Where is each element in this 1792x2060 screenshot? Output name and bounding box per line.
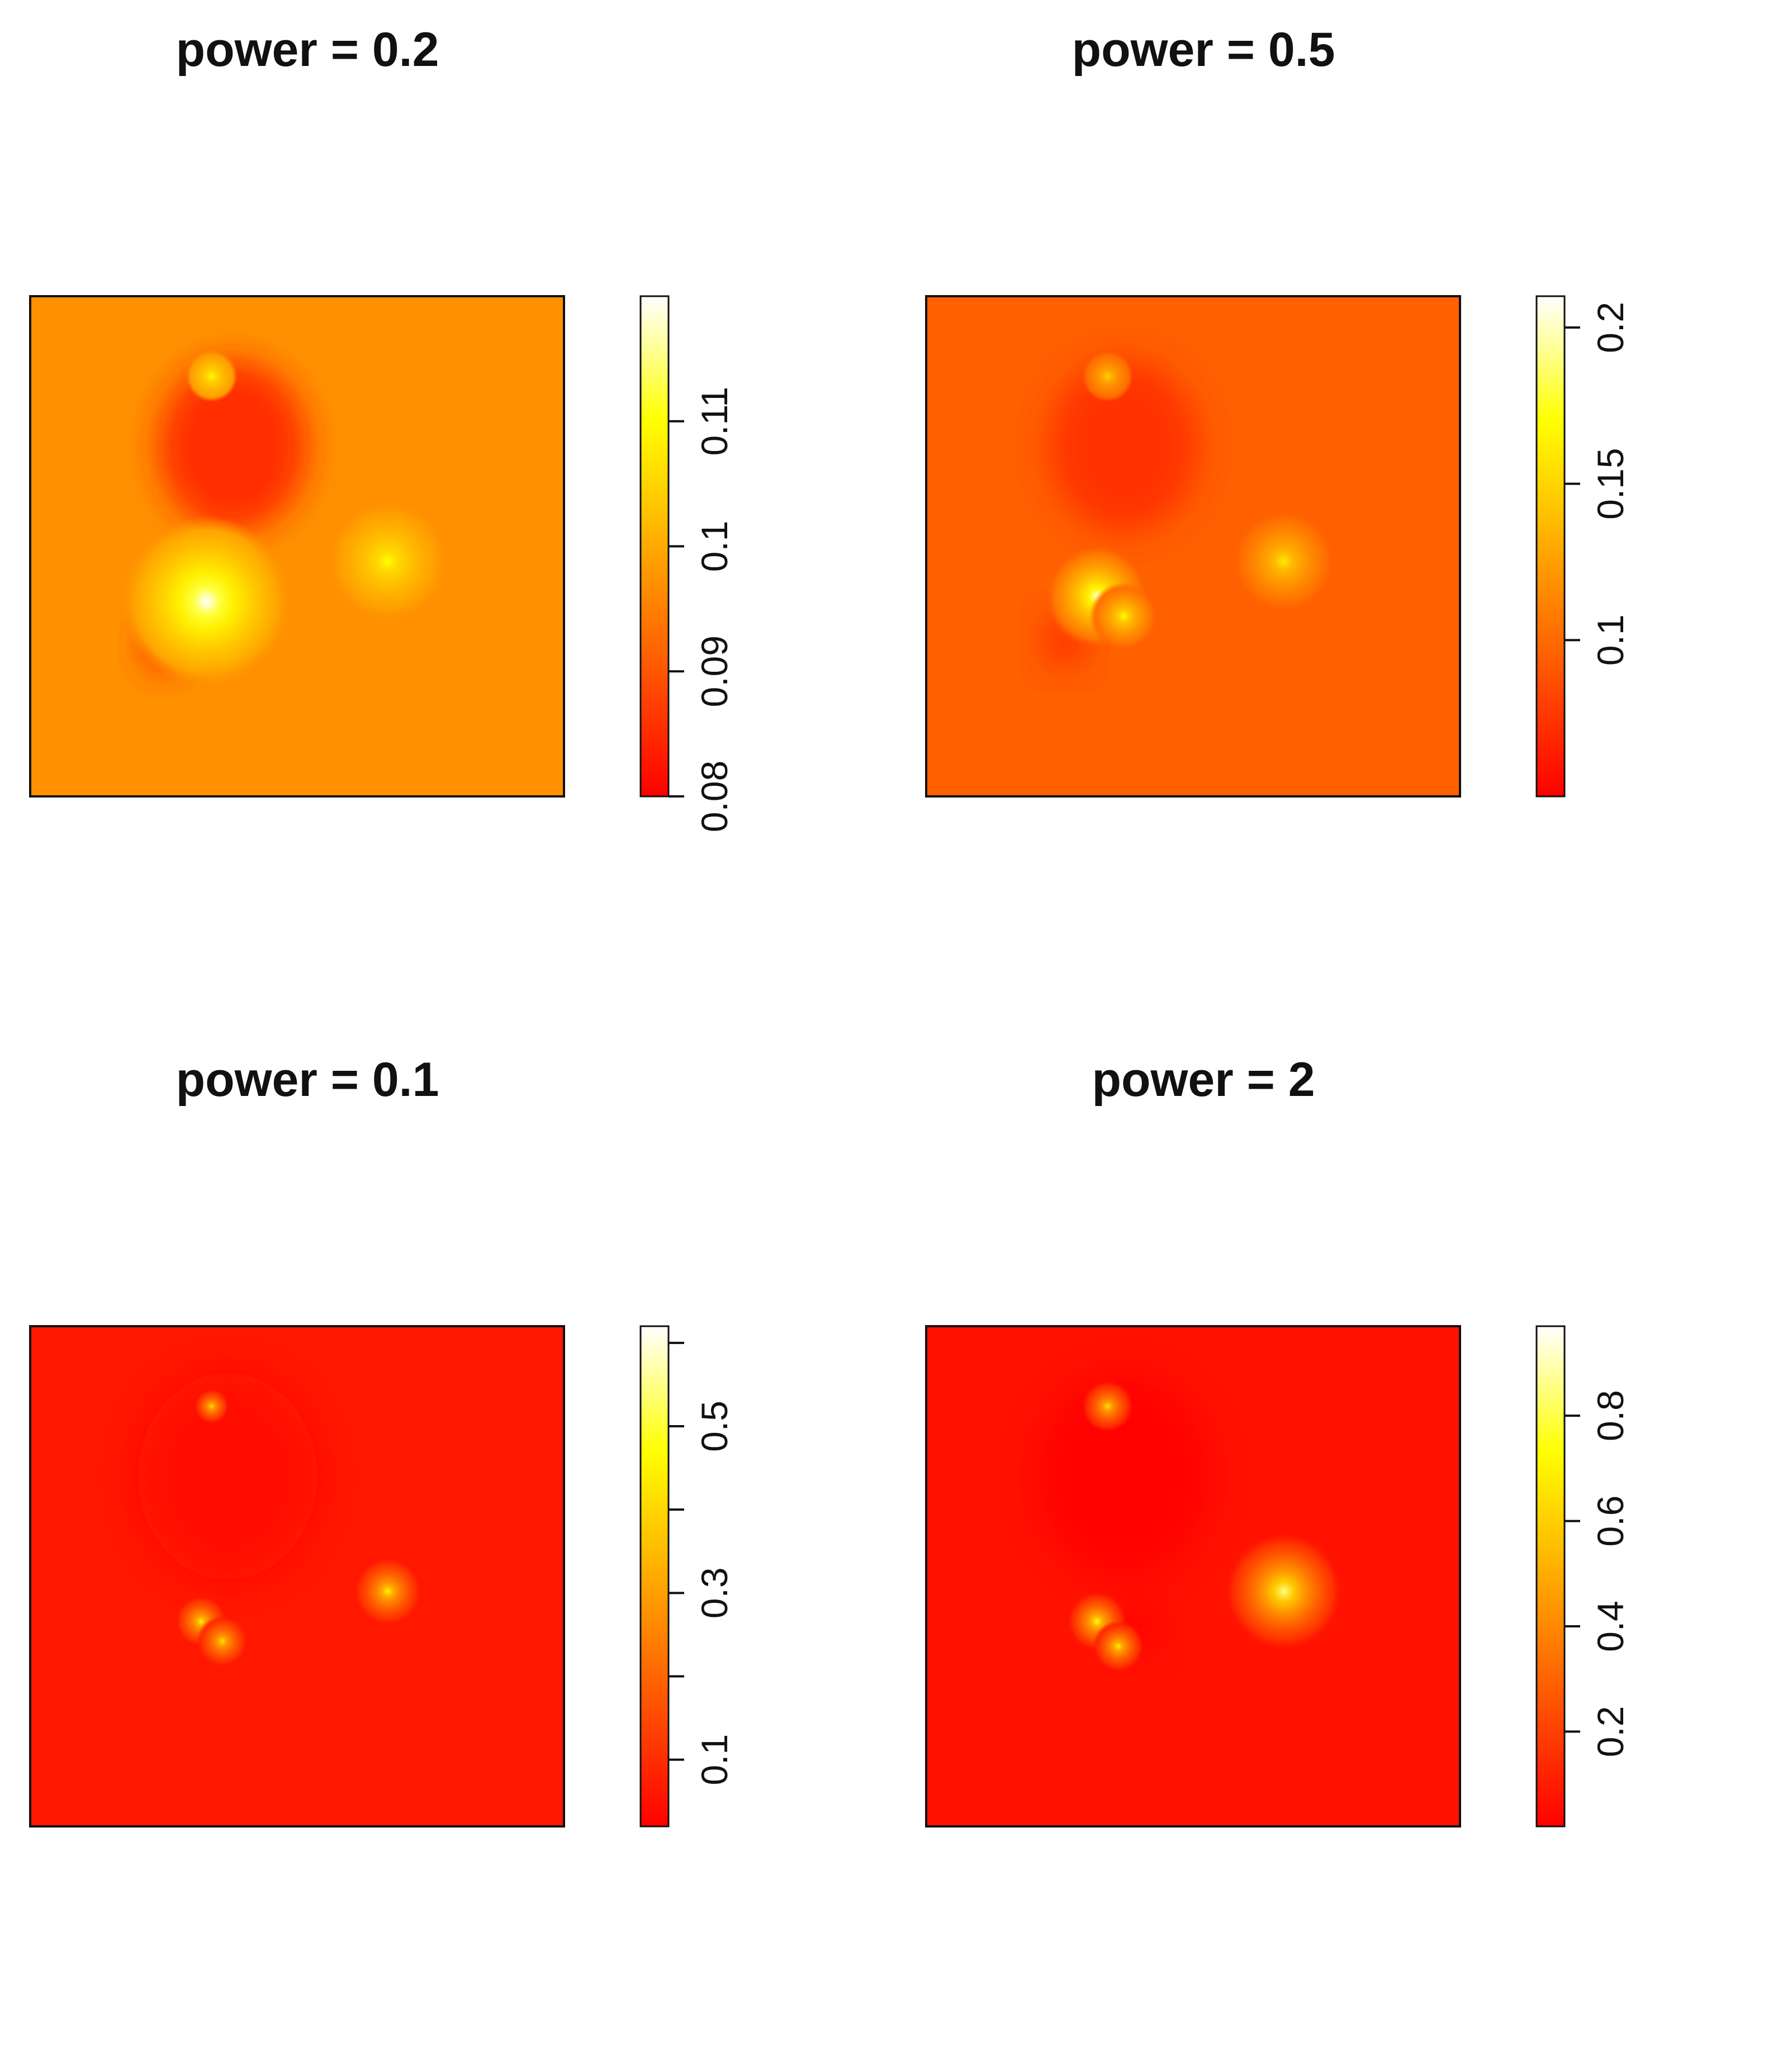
coldspot-0 <box>1034 1373 1213 1580</box>
heatmap-background <box>30 296 564 796</box>
colorbar-tick-label: 0.1 <box>1590 614 1631 666</box>
hotspot-2 <box>186 350 238 402</box>
hotspot-3 <box>1082 1380 1134 1432</box>
colorbar-tick-label: 0.08 <box>694 761 735 832</box>
colorbar-tick-label: 0.1 <box>694 521 735 572</box>
panel-title: power = 0.2 <box>176 23 439 77</box>
colorbar-tick-label: 0.2 <box>1590 1706 1631 1758</box>
heatmap-frame <box>29 295 565 798</box>
hotspot-0 <box>1224 1531 1344 1651</box>
colorbar-tick-label: 0.6 <box>1590 1496 1631 1547</box>
hotspot-2 <box>1232 510 1335 613</box>
panel-power-0-1: power = 0.1 0.1 0.3 0.5 <box>0 1030 896 2060</box>
colorbar-tick-label: 0.15 <box>1590 448 1631 519</box>
heatmap-frame <box>29 1325 565 1828</box>
panel-power-0-2: power = 0.2 0.08 0.09 0.1 0.11 <box>0 0 896 1030</box>
panel-title: power = 2 <box>1092 1053 1315 1107</box>
hotspot-3 <box>195 1389 229 1423</box>
coldspot-0 <box>1049 360 1199 533</box>
hotspot-1 <box>328 501 448 621</box>
heatmap-background <box>30 1326 564 1826</box>
coldspot-0 <box>158 360 308 533</box>
hotspot-3 <box>1082 350 1134 402</box>
panel-power-0-5: power = 0.5 0.1 0.15 0.2 <box>896 0 1792 1030</box>
heatmap-chart: 0.1 0.15 0.2 <box>925 295 1631 798</box>
heatmap-frame <box>925 295 1461 798</box>
heatmap-frame <box>925 1325 1461 1828</box>
colorbar <box>1535 295 1566 798</box>
heatmap-background <box>926 296 1460 796</box>
hotspot-0 <box>121 516 292 687</box>
colorbar-tick-label: 0.11 <box>694 387 735 456</box>
coldspot-0 <box>138 1373 317 1580</box>
heatmap-field <box>926 296 1460 796</box>
panel-power-2: power = 2 0.2 0.4 0.6 0.8 <box>896 1030 1792 2060</box>
colorbar-tick-label: 0.1 <box>694 1734 735 1786</box>
heatmap-background <box>926 1326 1460 1826</box>
heatmap-field <box>30 296 564 796</box>
colorbar-tick-label: 0.09 <box>694 635 735 707</box>
colorbar-tick-label: 0.4 <box>1590 1601 1631 1652</box>
colorbar-tick-label: 0.3 <box>694 1567 735 1618</box>
hotspot-1 <box>196 1616 248 1667</box>
colorbar-tick-label: 0.8 <box>1590 1390 1631 1441</box>
hotspot-2 <box>1092 1620 1144 1672</box>
heatmap-chart: 0.1 0.3 0.5 <box>29 1325 735 1828</box>
colorbar <box>1535 1325 1566 1828</box>
colorbar-tick-label: 0.2 <box>1590 302 1631 353</box>
panel-title: power = 0.1 <box>176 1053 439 1107</box>
colorbar <box>639 1325 670 1828</box>
colorbar <box>639 295 670 798</box>
hotspot-2 <box>353 1557 422 1626</box>
heatmap-chart: 0.08 0.09 0.1 0.11 <box>29 295 735 832</box>
hotspot-1 <box>1089 582 1158 651</box>
heatmap-chart: 0.2 0.4 0.6 0.8 <box>925 1325 1631 1828</box>
colorbar-tick-label: 0.5 <box>694 1401 735 1452</box>
heatmap-field <box>926 1326 1460 1826</box>
panel-title: power = 0.5 <box>1072 23 1335 77</box>
heatmap-field <box>30 1326 564 1826</box>
